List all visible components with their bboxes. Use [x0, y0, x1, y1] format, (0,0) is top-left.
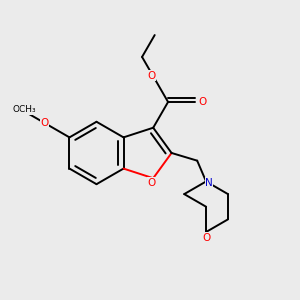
Text: O: O	[41, 118, 49, 128]
Text: O: O	[148, 178, 156, 188]
Text: OCH₃: OCH₃	[13, 105, 36, 114]
Text: O: O	[198, 97, 206, 107]
Text: O: O	[148, 71, 156, 81]
Text: O: O	[202, 233, 210, 243]
Text: N: N	[205, 178, 213, 188]
